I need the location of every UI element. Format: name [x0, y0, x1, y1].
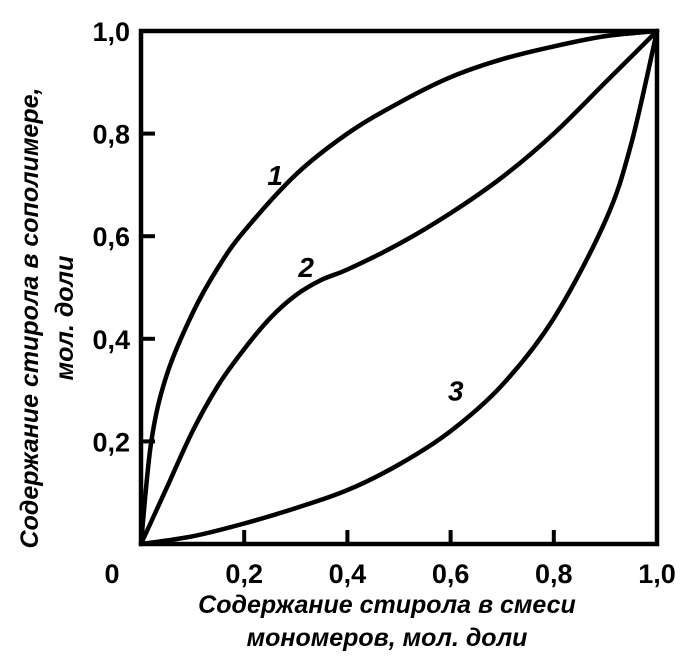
- x-tick-label: 0,4: [329, 559, 367, 589]
- x-tick-label: 0,8: [535, 559, 573, 589]
- plot-frame: [138, 28, 660, 547]
- series-2-line: [138, 28, 660, 547]
- y-tick-label: 1,0: [92, 17, 130, 47]
- x-axis-title-line-1: Содержание стирола в смеси: [198, 591, 576, 619]
- x-axis-title-line-2: мономеров, мол. доли: [247, 624, 528, 652]
- series-2-label: 2: [297, 252, 314, 283]
- y-axis-title-line-2: мол. доли: [51, 256, 79, 381]
- series-3-line: [138, 28, 660, 547]
- y-axis-title-line-1: Содержание стирола в сополимере,: [16, 88, 44, 549]
- y-tick-label: 0,4: [92, 325, 130, 355]
- origin-label: 0: [104, 559, 119, 589]
- x-tick-label: 1,0: [638, 559, 676, 589]
- ticks-layer: [141, 131, 556, 544]
- series-1-label: 1: [267, 160, 283, 191]
- y-tick-label: 0,2: [92, 427, 130, 457]
- series-3-label: 3: [448, 375, 464, 406]
- y-tick-label: 0,8: [92, 120, 130, 150]
- y-tick-label: 0,6: [92, 222, 130, 252]
- labels-layer: 0,2 0,4 0,6 0,8 1,0 0,2 0,4 0,6 0,8 1,0 1 2 3: [92, 17, 675, 589]
- curves-layer: [138, 28, 660, 547]
- x-tick-label: 0,2: [225, 559, 263, 589]
- series-1-line: [138, 28, 660, 547]
- x-tick-label: 0,6: [432, 559, 470, 589]
